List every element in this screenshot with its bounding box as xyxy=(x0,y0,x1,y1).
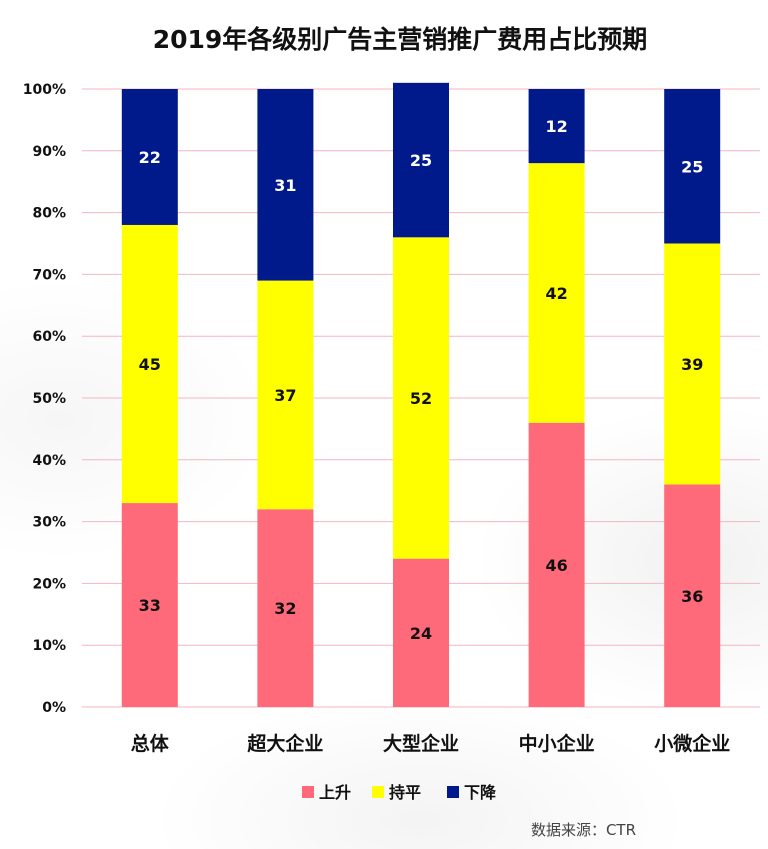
x-axis: 总体 超大企业 大型企业 中小企业 小微企业 xyxy=(131,732,730,755)
bar-segment xyxy=(257,89,314,281)
y-tick-label: 100% xyxy=(23,82,66,98)
bar-segment xyxy=(257,280,314,510)
data-label: 39 xyxy=(681,355,703,374)
data-label: 37 xyxy=(274,386,296,405)
data-label: 32 xyxy=(274,599,296,618)
legend: 上升 持平 下降 xyxy=(302,783,497,802)
bar-segment xyxy=(664,484,721,707)
bar-segment xyxy=(393,237,449,559)
bar-segment xyxy=(664,89,721,244)
data-label: 24 xyxy=(410,624,432,643)
data-label: 12 xyxy=(545,117,567,136)
legend-swatch xyxy=(302,786,314,798)
legend-label: 持平 xyxy=(389,783,421,802)
bar-segment xyxy=(528,422,585,707)
x-tick-label: 超大企业 xyxy=(246,732,323,755)
legend-label: 上升 xyxy=(319,783,351,802)
y-tick-label: 90% xyxy=(32,144,66,160)
x-tick-label: 大型企业 xyxy=(383,732,459,755)
source-note: 数据来源：CTR xyxy=(531,821,636,839)
data-label: 52 xyxy=(410,389,432,408)
data-label: 42 xyxy=(545,284,567,303)
data-label: 33 xyxy=(139,596,161,615)
x-tick-label: 小微企业 xyxy=(654,732,730,755)
data-label: 36 xyxy=(681,587,703,606)
bar-segment xyxy=(121,224,178,504)
y-tick-label: 50% xyxy=(32,391,66,407)
bars: 33 45 22 32 37 31 24 52 25 46 42 12 36 39 25 xyxy=(121,82,721,707)
y-tick-label: 10% xyxy=(32,638,66,654)
legend-swatch xyxy=(372,786,384,798)
data-label: 25 xyxy=(681,157,703,176)
legend-label: 下降 xyxy=(464,783,497,802)
data-label: 22 xyxy=(139,148,161,167)
legend-swatch xyxy=(447,786,459,798)
bar-segment xyxy=(528,89,585,164)
bar-segment xyxy=(528,163,585,423)
y-tick-label: 30% xyxy=(32,515,66,531)
y-tick-label: 0% xyxy=(42,700,66,716)
y-tick-label: 40% xyxy=(32,453,66,469)
chart-title: 2019年各级别广告主营销推广费用占比预期 xyxy=(153,25,648,54)
bar-segment xyxy=(121,89,178,225)
bar-segment xyxy=(257,509,314,707)
data-label: 46 xyxy=(545,556,567,575)
bar-segment xyxy=(393,82,449,238)
bar-segment xyxy=(393,558,449,707)
x-tick-label: 总体 xyxy=(131,732,170,755)
data-label: 25 xyxy=(410,151,432,170)
y-tick-label: 20% xyxy=(32,576,66,592)
bar-segment xyxy=(664,243,721,485)
bar-segment xyxy=(121,503,178,707)
y-tick-label: 60% xyxy=(32,329,66,345)
x-tick-label: 中小企业 xyxy=(519,732,595,755)
y-tick-label: 80% xyxy=(32,206,66,222)
data-label: 45 xyxy=(139,355,161,374)
y-axis: 0% 10% 20% 30% 40% 50% 60% 70% 80% 90% 100% xyxy=(23,82,66,716)
data-label: 31 xyxy=(274,176,296,195)
y-tick-label: 70% xyxy=(32,267,66,283)
